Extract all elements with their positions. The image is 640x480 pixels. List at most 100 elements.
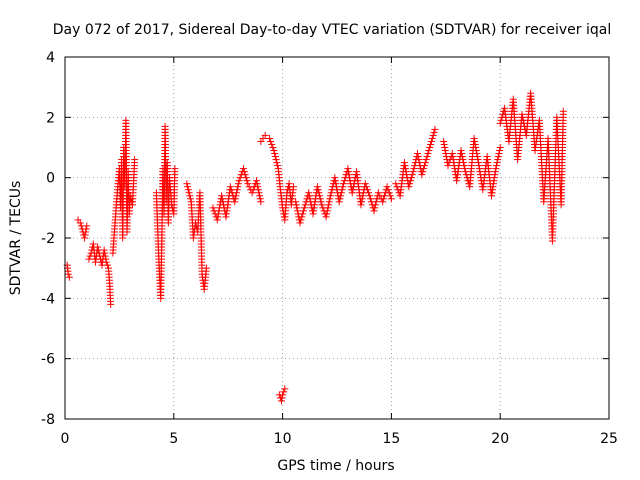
data-point [102, 255, 110, 263]
data-point [76, 219, 84, 227]
data-point [429, 131, 437, 139]
data-point [407, 174, 415, 182]
data-point [458, 150, 466, 158]
data-point [257, 198, 265, 206]
data-point [235, 177, 243, 185]
data-point [271, 153, 279, 161]
data-point [494, 156, 502, 164]
data-point [326, 195, 334, 203]
data-point [242, 174, 250, 182]
data-point [357, 201, 365, 209]
data-point [325, 198, 333, 206]
data-point [331, 174, 339, 182]
data-point [278, 397, 286, 405]
data-point [426, 144, 434, 151]
data-point [430, 128, 438, 136]
data-point [81, 234, 89, 242]
x-tick-label: 25 [600, 431, 618, 447]
data-point [494, 153, 502, 161]
data-point [325, 201, 333, 209]
data-point [427, 140, 435, 148]
x-tick-label: 5 [169, 431, 178, 447]
data-point [402, 168, 410, 176]
data-point [227, 186, 235, 194]
data-point [305, 189, 313, 197]
chart-title: Day 072 of 2017, Sidereal Day-to-day VTE… [53, 22, 611, 38]
data-point [421, 159, 429, 167]
data-point [419, 168, 427, 176]
data-point [366, 192, 374, 200]
data-point [383, 183, 391, 191]
data-point [231, 195, 239, 203]
data-point [323, 207, 331, 215]
data-point [292, 198, 300, 206]
data-point [423, 153, 431, 161]
data-point [492, 165, 500, 173]
axis-ticks: 0 5 10 15 20 25 -8 -6 -4 -2 0 2 4 [41, 50, 618, 447]
y-tick-label: 4 [46, 50, 55, 66]
data-point [214, 213, 222, 221]
data-point [440, 137, 448, 145]
data-point [458, 153, 466, 161]
data-point [380, 192, 388, 200]
data-point [335, 198, 343, 206]
data-point [339, 183, 347, 191]
data-point [440, 140, 448, 148]
data-point [241, 171, 249, 179]
data-point [492, 162, 500, 170]
data-point [337, 189, 345, 197]
data-point [100, 246, 108, 254]
data-point [431, 125, 439, 133]
data-point [392, 180, 400, 188]
x-axis-label: GPS time / hours [277, 458, 394, 474]
data-point [83, 222, 91, 230]
data-point [316, 195, 324, 203]
data-point [401, 162, 409, 170]
data-point [186, 192, 194, 200]
data-point [183, 180, 191, 188]
data-point [407, 177, 415, 185]
data-point [363, 186, 371, 194]
data-point [65, 273, 73, 281]
data-point [327, 189, 335, 197]
data-point [362, 183, 370, 191]
data-point [184, 183, 192, 191]
data-point [387, 195, 395, 203]
data-point [292, 201, 300, 209]
data-point [233, 189, 241, 197]
data-point [336, 195, 344, 203]
data-point [131, 156, 139, 164]
data-point [425, 147, 433, 155]
data-point [243, 177, 251, 185]
x-tick-label: 20 [491, 431, 509, 447]
data-point [101, 249, 109, 257]
data-point [332, 183, 340, 191]
data-point [473, 153, 481, 161]
data-point [420, 165, 428, 173]
data-point [279, 391, 287, 399]
data-point [470, 134, 478, 142]
y-tick-label: -2 [41, 231, 55, 247]
y-tick-label: -8 [41, 412, 55, 428]
data-point [271, 150, 279, 158]
data-point [186, 195, 194, 203]
data-point [474, 156, 482, 164]
data-point [441, 144, 449, 151]
data-point [299, 207, 307, 215]
data-point [472, 144, 480, 151]
data-point [337, 192, 345, 200]
data-point [323, 210, 331, 218]
data-point [472, 147, 480, 155]
data-point [496, 144, 504, 151]
data-point [340, 180, 348, 188]
data-point [441, 147, 449, 155]
data-point [358, 195, 366, 203]
data-point [298, 213, 306, 221]
data-point [409, 168, 417, 176]
data-point [268, 140, 276, 148]
data-point [367, 195, 375, 203]
data-point [301, 201, 309, 209]
data-point [402, 165, 410, 173]
data-point [280, 388, 288, 396]
data-point [299, 210, 307, 218]
